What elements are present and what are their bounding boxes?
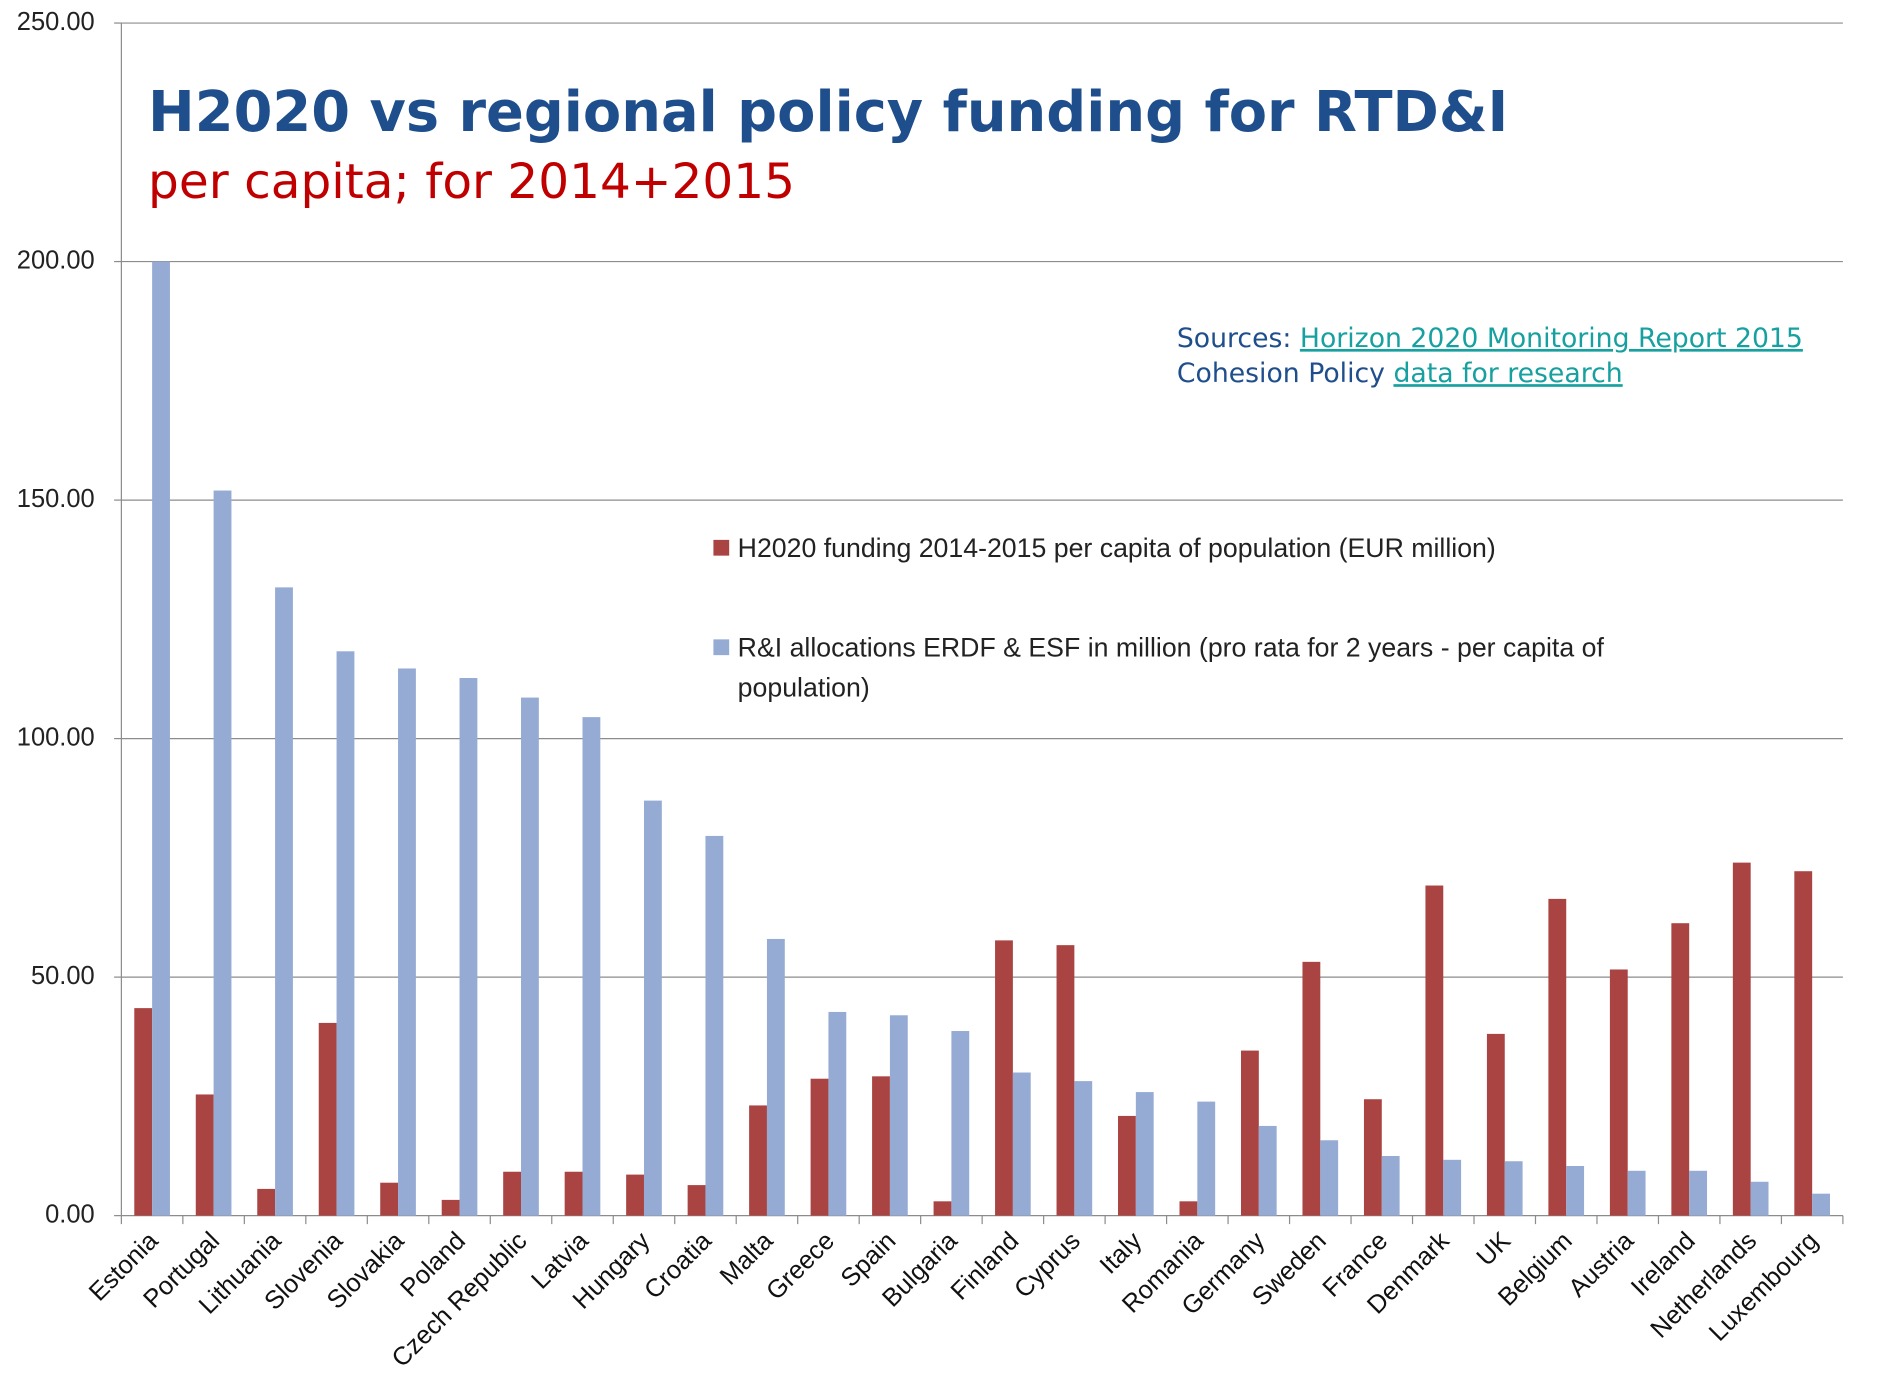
bar (1363, 1099, 1382, 1216)
bar (1750, 1181, 1769, 1216)
bar (152, 261, 170, 1216)
bar (626, 1174, 644, 1216)
legend-label: R&I allocations ERDF & ESF in million (p… (738, 632, 1605, 702)
source-link[interactable]: data for research (1393, 358, 1622, 389)
bar (810, 1078, 829, 1216)
bar (213, 490, 232, 1216)
bar (1118, 1115, 1136, 1216)
x-tick-label: Cyprus (1009, 1227, 1086, 1304)
bar (1074, 1081, 1093, 1216)
bar (889, 1015, 908, 1216)
bar (1627, 1170, 1646, 1216)
bar (134, 1008, 153, 1216)
bar (951, 1031, 970, 1216)
x-tick-label: Croatia (639, 1226, 717, 1304)
bar (1689, 1170, 1708, 1216)
bar (1135, 1092, 1154, 1216)
bar (195, 1094, 214, 1216)
bar (257, 1188, 276, 1216)
bar (398, 668, 416, 1216)
bar (1197, 1101, 1216, 1216)
bar (336, 651, 355, 1216)
sources-label: Sources: (1177, 323, 1292, 354)
bar (933, 1201, 952, 1216)
sources: Sources: Horizon 2020 Monitoring Report … (1177, 323, 1803, 354)
legend-swatch (713, 639, 730, 656)
sources-line: Cohesion Policy data for research (1177, 358, 1623, 389)
y-tick-label: 0.00 (45, 1200, 95, 1228)
y-tick-label: 150.00 (17, 485, 95, 513)
x-tick-label: Finland (946, 1227, 1025, 1306)
y-tick-label: 50.00 (31, 962, 95, 990)
bar (1320, 1140, 1339, 1216)
sources-text: Cohesion Policy (1177, 358, 1385, 389)
bar (564, 1171, 583, 1216)
bar (828, 1011, 847, 1216)
source-link[interactable]: Horizon 2020 Monitoring Report 2015 (1300, 323, 1803, 354)
x-tick-label: Austria (1563, 1226, 1639, 1302)
bar (1056, 945, 1075, 1216)
bar (1425, 885, 1444, 1216)
bar (459, 678, 478, 1216)
bar (1548, 898, 1567, 1216)
bar (1794, 871, 1813, 1216)
chart-subtitle: per capita; for 2014+2015 (148, 154, 795, 210)
chart-title: H2020 vs regional policy funding for RTD… (148, 80, 1508, 145)
legend-label: H2020 funding 2014-2015 per capita of po… (738, 533, 1496, 563)
bar (1258, 1125, 1277, 1216)
bar (705, 835, 724, 1216)
bar (582, 717, 601, 1216)
y-tick-label: 250.00 (17, 8, 95, 36)
bar (687, 1185, 706, 1216)
bar (380, 1182, 399, 1216)
bar (1240, 1050, 1259, 1216)
bar (749, 1105, 767, 1216)
bar (1671, 923, 1690, 1216)
bar (995, 940, 1013, 1216)
bar (1012, 1072, 1031, 1216)
y-tick-label: 100.00 (17, 723, 95, 751)
legend-line: R&I allocations ERDF & ESF in million (p… (738, 632, 1605, 662)
bar (643, 800, 662, 1216)
legend-line: population) (738, 672, 870, 702)
x-tick-label: Greece (761, 1227, 840, 1306)
bar (275, 587, 293, 1216)
x-tick-label: Italy (1095, 1227, 1148, 1280)
bar (1381, 1155, 1400, 1216)
bar (1732, 862, 1751, 1216)
bar (1812, 1193, 1830, 1216)
bar (503, 1171, 522, 1216)
bar (441, 1199, 460, 1216)
bar (1179, 1201, 1198, 1216)
bar (1609, 969, 1628, 1216)
bar (1443, 1159, 1462, 1216)
bar (1504, 1161, 1523, 1216)
x-tick-label: UK (1471, 1227, 1516, 1272)
bar (521, 697, 539, 1216)
bar (1486, 1033, 1505, 1216)
bar (318, 1022, 337, 1216)
legend-swatch (713, 539, 730, 556)
bar (766, 938, 785, 1216)
bar (1302, 961, 1321, 1216)
bar (872, 1076, 890, 1216)
bar (1566, 1166, 1585, 1216)
y-tick-label: 200.00 (17, 246, 95, 274)
